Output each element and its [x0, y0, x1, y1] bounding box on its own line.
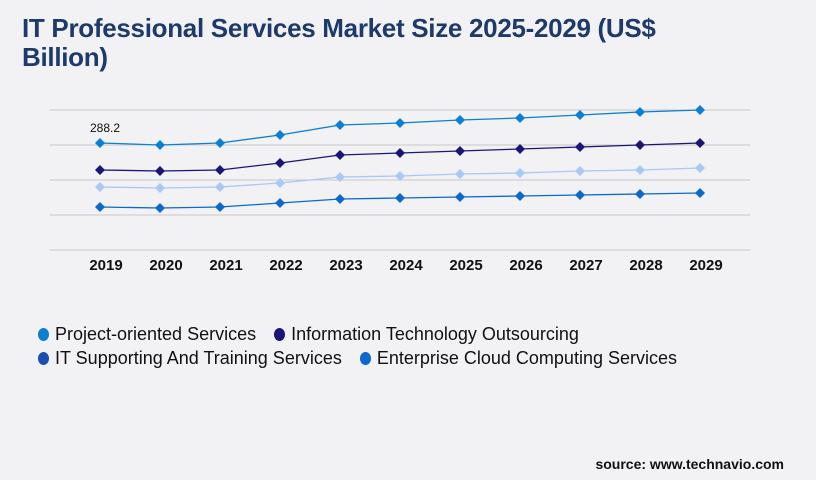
x-tick-label: 2021	[209, 257, 242, 274]
data-point	[635, 107, 645, 118]
data-point	[155, 203, 165, 213]
data-point	[695, 187, 705, 198]
data-point	[95, 181, 105, 192]
data-point	[275, 197, 285, 208]
data-point	[575, 190, 585, 201]
data-point	[515, 112, 525, 123]
data-point	[275, 129, 285, 140]
x-tick-label: 2028	[629, 257, 662, 274]
legend: Project-oriented Services Information Te…	[38, 322, 695, 370]
data-point	[275, 178, 285, 189]
data-point	[695, 105, 705, 115]
data-point	[335, 120, 345, 131]
data-point	[635, 164, 645, 175]
data-point	[155, 139, 165, 150]
data-point	[155, 182, 165, 193]
data-point	[215, 181, 225, 192]
x-tick-label: 2024	[389, 257, 423, 274]
legend-marker-2	[38, 351, 49, 365]
chart-title: IT Professional Services Market Size 202…	[22, 13, 656, 72]
data-point	[455, 114, 465, 125]
data-point	[215, 137, 225, 148]
line-chart: 2019 2020 2021 2022 2023 2024 2025 2026 2027 2028…	[50, 105, 750, 274]
data-point	[455, 192, 465, 203]
x-tick-label: 2025	[449, 257, 482, 274]
data-point	[335, 150, 345, 161]
legend-item: Enterprise Cloud Computing Services	[359, 347, 677, 369]
data-point	[215, 201, 225, 212]
data-point	[515, 191, 525, 202]
data-point	[575, 141, 585, 152]
data-point	[635, 139, 645, 150]
legend-label: Enterprise Cloud Computing Services	[376, 347, 677, 368]
legend-marker-3	[359, 351, 371, 365]
legend-item: IT Supporting And Training Services	[38, 348, 342, 369]
data-point	[455, 168, 465, 179]
data-point	[95, 164, 105, 175]
data-point	[95, 137, 105, 148]
data-point	[395, 193, 405, 204]
data-point	[335, 194, 345, 205]
x-tick-label: 2029	[689, 257, 722, 274]
data-point	[395, 117, 405, 128]
x-tick-label: 2022	[269, 257, 302, 274]
legend-marker-0	[38, 327, 49, 341]
data-point	[695, 163, 705, 174]
legend-label: IT Supporting And Training Services	[55, 347, 342, 368]
data-point	[575, 109, 585, 120]
legend-label: Project-oriented Services	[55, 323, 257, 344]
x-tick-label: 2027	[569, 257, 602, 274]
data-point	[395, 170, 405, 181]
data-point	[155, 166, 165, 177]
data-point	[395, 148, 405, 159]
data-point	[455, 145, 465, 156]
x-tick-label: 2020	[149, 257, 182, 274]
data-point	[635, 189, 645, 199]
data-point	[215, 164, 225, 175]
data-point	[515, 143, 525, 154]
legend-item: Project-oriented Services	[38, 324, 256, 345]
source-note: source: www.technavio.com	[595, 456, 784, 472]
data-point	[335, 171, 345, 182]
legend-marker-1	[274, 327, 286, 341]
data-point	[275, 157, 285, 168]
data-label: 288.2	[90, 121, 120, 135]
data-point	[575, 166, 585, 177]
x-tick-label: 2019	[89, 257, 122, 274]
legend-label: Information Technology Outsourcing	[291, 323, 579, 344]
data-point	[95, 201, 105, 212]
data-point	[515, 167, 525, 178]
data-point	[695, 137, 705, 148]
legend-item: Information Technology Outsourcing	[274, 324, 579, 345]
x-tick-label: 2026	[509, 257, 542, 274]
x-tick-label: 2023	[329, 257, 362, 274]
